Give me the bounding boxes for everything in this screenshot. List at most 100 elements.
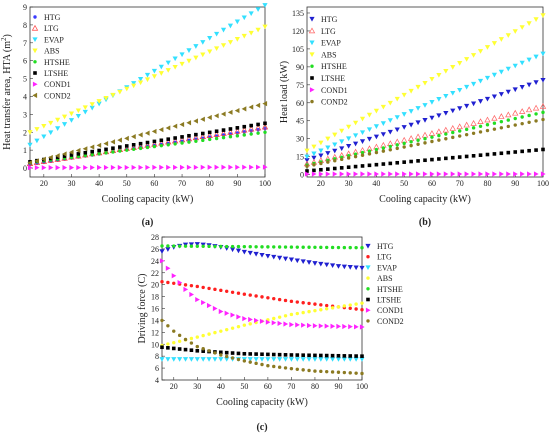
data-point bbox=[339, 146, 345, 152]
data-point bbox=[200, 40, 206, 45]
data-point bbox=[89, 102, 95, 107]
data-point bbox=[69, 153, 74, 157]
data-point bbox=[422, 171, 428, 177]
series-ltshe bbox=[305, 147, 545, 173]
data-point bbox=[221, 135, 226, 140]
data-point bbox=[110, 92, 116, 98]
data-point bbox=[103, 96, 109, 101]
data-point bbox=[172, 64, 178, 70]
data-point bbox=[373, 124, 380, 129]
data-point bbox=[213, 244, 217, 249]
data-point bbox=[180, 135, 184, 139]
plot-frame bbox=[29, 6, 266, 178]
series-htshe bbox=[305, 110, 545, 167]
data-point bbox=[34, 158, 39, 164]
data-point bbox=[491, 94, 498, 100]
data-point bbox=[319, 161, 323, 166]
data-point bbox=[312, 168, 316, 173]
data-point bbox=[304, 154, 310, 160]
y-axis-label-text: Heat load (kW) bbox=[279, 61, 290, 123]
data-point bbox=[160, 318, 164, 323]
y-tick-label: 2 bbox=[23, 128, 27, 137]
data-point bbox=[305, 164, 309, 168]
data-point bbox=[464, 171, 470, 177]
data-point bbox=[354, 302, 358, 306]
data-point bbox=[145, 140, 150, 145]
data-point bbox=[27, 130, 33, 135]
data-point bbox=[313, 369, 317, 373]
data-point bbox=[125, 148, 129, 152]
data-point bbox=[471, 131, 476, 135]
data-point bbox=[319, 245, 323, 250]
data-point bbox=[200, 164, 206, 170]
data-point bbox=[359, 265, 365, 271]
data-point bbox=[55, 117, 61, 123]
data-point bbox=[353, 164, 358, 169]
data-point bbox=[151, 74, 158, 79]
data-point bbox=[430, 135, 434, 139]
y-tick-label: 20 bbox=[151, 281, 159, 290]
data-point bbox=[329, 357, 336, 362]
data-point bbox=[346, 171, 352, 177]
data-point bbox=[374, 150, 379, 155]
data-point bbox=[336, 245, 341, 250]
data-point bbox=[492, 127, 497, 131]
data-point bbox=[484, 75, 491, 81]
data-point bbox=[401, 92, 407, 98]
data-point bbox=[283, 321, 289, 327]
data-point bbox=[165, 357, 171, 362]
data-point bbox=[367, 171, 373, 177]
data-point bbox=[325, 136, 331, 142]
data-point bbox=[271, 254, 277, 260]
data-point bbox=[450, 155, 455, 160]
series-cond1 bbox=[159, 258, 365, 330]
data-point bbox=[415, 171, 421, 177]
data-point bbox=[464, 103, 470, 109]
data-point bbox=[429, 115, 435, 121]
data-point bbox=[505, 89, 511, 95]
data-point bbox=[183, 244, 188, 248]
legend-label: ABS bbox=[377, 274, 393, 283]
data-point bbox=[242, 244, 247, 249]
y-tick-label: 12 bbox=[151, 328, 159, 337]
data-point bbox=[213, 131, 220, 137]
data-point bbox=[505, 33, 511, 38]
data-point bbox=[61, 114, 68, 120]
data-point bbox=[254, 317, 259, 324]
data-point bbox=[256, 131, 260, 135]
data-point bbox=[166, 137, 171, 141]
data-point bbox=[165, 125, 171, 131]
y-tick-label: 8 bbox=[155, 352, 159, 361]
data-point bbox=[283, 314, 288, 318]
data-point bbox=[366, 112, 373, 118]
x-tick-label: 40 bbox=[217, 382, 225, 391]
data-point bbox=[289, 353, 294, 357]
data-point bbox=[206, 357, 212, 362]
data-point bbox=[266, 352, 270, 357]
data-point bbox=[218, 357, 224, 362]
data-point bbox=[336, 323, 342, 329]
data-point bbox=[332, 132, 338, 138]
data-point bbox=[262, 164, 268, 170]
legend-label: ABS bbox=[321, 50, 337, 59]
data-point bbox=[324, 353, 329, 358]
data-point bbox=[144, 77, 151, 83]
data-point bbox=[541, 110, 545, 115]
x-tick-label: 60 bbox=[264, 382, 272, 391]
data-point bbox=[183, 337, 188, 342]
data-point bbox=[458, 129, 462, 133]
data-point bbox=[288, 357, 295, 362]
data-point bbox=[248, 293, 252, 297]
data-point bbox=[304, 148, 310, 154]
data-point bbox=[359, 139, 366, 144]
data-point bbox=[277, 315, 282, 319]
data-point bbox=[416, 142, 420, 146]
data-point bbox=[241, 106, 247, 112]
data-point bbox=[477, 49, 484, 54]
data-point bbox=[470, 81, 477, 87]
data-point bbox=[207, 286, 211, 291]
y-tick-label: 1 bbox=[23, 146, 27, 155]
y-tick-label: 30 bbox=[296, 135, 304, 144]
data-point bbox=[118, 149, 122, 153]
data-point bbox=[491, 41, 498, 46]
